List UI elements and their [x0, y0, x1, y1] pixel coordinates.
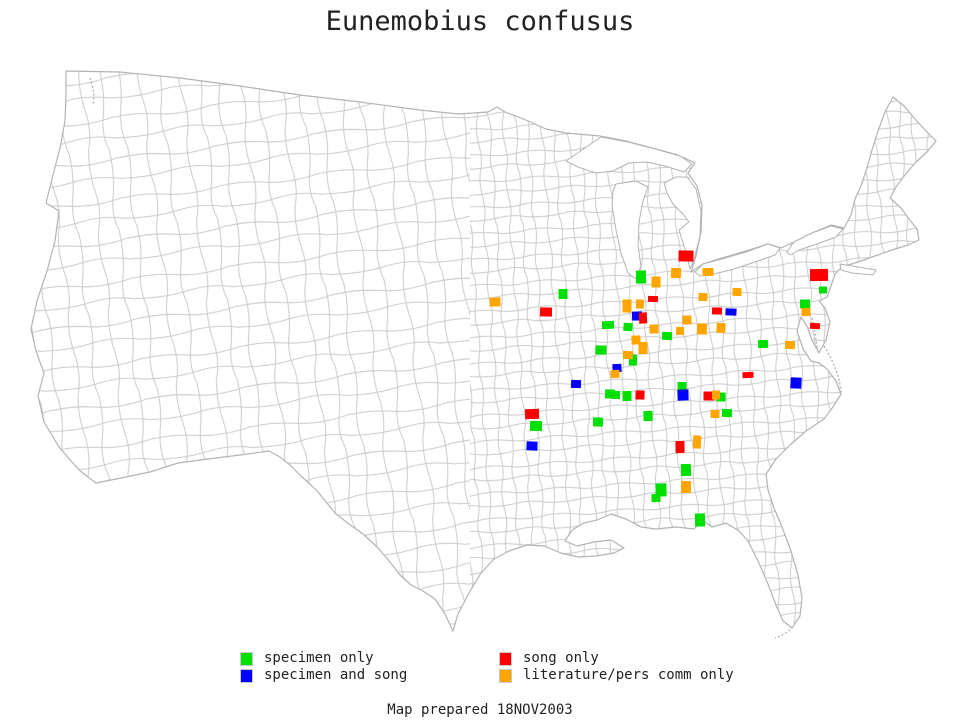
- county-marker-song_only: [675, 440, 685, 454]
- county-marker-literature_pers_comm_only: [631, 335, 641, 345]
- county-marker-specimen_and_song: [526, 441, 538, 451]
- long-island: [839, 263, 877, 276]
- county-marker-song_only: [711, 307, 723, 315]
- puget-sound-detail: [89, 77, 95, 105]
- florida-keys-detail: [774, 629, 791, 639]
- county-marker-specimen_only: [651, 493, 661, 503]
- lake-huron: [663, 176, 702, 270]
- county-marker-literature_pers_comm_only: [651, 276, 661, 288]
- county-marker-literature_pers_comm_only: [702, 267, 714, 277]
- county-marker-specimen_only: [622, 390, 632, 402]
- county-marker-literature_pers_comm_only: [801, 307, 811, 317]
- county-marker-song_only: [539, 307, 553, 317]
- lake-superior: [565, 136, 693, 174]
- county-marker-specimen_and_song: [790, 377, 802, 389]
- county-marker-specimen_only: [677, 382, 687, 390]
- county-marker-literature_pers_comm_only: [675, 326, 685, 336]
- county-marker-literature_pers_comm_only: [710, 409, 720, 419]
- county-marker-specimen_only: [635, 270, 647, 284]
- county-marker-specimen_only: [612, 391, 620, 399]
- county-marker-literature_pers_comm_only: [610, 369, 620, 379]
- county-marker-specimen_only: [595, 345, 607, 355]
- county-marker-specimen_only: [558, 288, 568, 300]
- county-marker-literature_pers_comm_only: [692, 435, 702, 449]
- county-marker-literature_pers_comm_only: [622, 350, 634, 360]
- county-marker-specimen_only: [757, 339, 769, 349]
- county-marker-literature_pers_comm_only: [638, 341, 648, 355]
- county-marker-song_only: [678, 250, 694, 262]
- county-marker-specimen_only: [623, 322, 633, 332]
- county-marker-specimen_only: [694, 513, 706, 527]
- county-marker-song_only: [742, 371, 754, 379]
- county-marker-song_only: [809, 322, 821, 330]
- county-marker-literature_pers_comm_only: [680, 480, 692, 494]
- county-marker-specimen_only: [655, 483, 667, 497]
- county-marker-literature_pers_comm_only: [649, 324, 659, 334]
- map-title: Eunemobius confusus: [325, 6, 635, 37]
- county-marker-specimen_only: [661, 331, 673, 341]
- outer-banks-detail: [823, 345, 842, 394]
- county-marker-specimen_only: [592, 417, 604, 427]
- county-marker-specimen_and_song: [725, 308, 737, 316]
- county-marker-song_only: [524, 408, 540, 420]
- county-marker-specimen_only: [601, 320, 615, 330]
- county-marker-specimen_only: [529, 420, 543, 432]
- map-caption: Map prepared 18NOV2003: [387, 702, 573, 718]
- county-marker-literature_pers_comm_only: [711, 390, 721, 400]
- county-marker-specimen_only: [721, 408, 733, 418]
- county-marker-specimen_only: [800, 299, 810, 309]
- lake-ontario: [786, 225, 844, 256]
- county-marker-literature_pers_comm_only: [670, 267, 682, 279]
- county-marker-specimen_only: [818, 286, 828, 294]
- county-marker-literature_pers_comm_only: [732, 287, 742, 297]
- county-marker-song_only: [703, 391, 715, 401]
- county-marker-literature_pers_comm_only: [698, 292, 708, 302]
- county-marker-literature_pers_comm_only: [716, 322, 726, 334]
- county-marker-song_only: [647, 295, 659, 303]
- county-marker-song_only: [635, 390, 645, 400]
- county-marker-literature_pers_comm_only: [696, 323, 708, 335]
- county-marker-literature_pers_comm_only: [682, 315, 692, 325]
- county-marker-specimen_and_song: [570, 379, 582, 389]
- county-marker-literature_pers_comm_only: [489, 297, 501, 307]
- county-marker-literature_pers_comm_only: [635, 299, 645, 309]
- county-marker-song_only: [809, 268, 829, 282]
- county-marker-literature_pers_comm_only: [784, 340, 796, 350]
- county-marker-literature_pers_comm_only: [622, 299, 632, 313]
- county-marker-specimen_only: [643, 410, 653, 422]
- county-marker-specimen_and_song: [677, 389, 689, 401]
- county-marker-song_only: [638, 312, 648, 324]
- county-marker-specimen_only: [680, 463, 692, 477]
- marker-layer: [489, 250, 829, 527]
